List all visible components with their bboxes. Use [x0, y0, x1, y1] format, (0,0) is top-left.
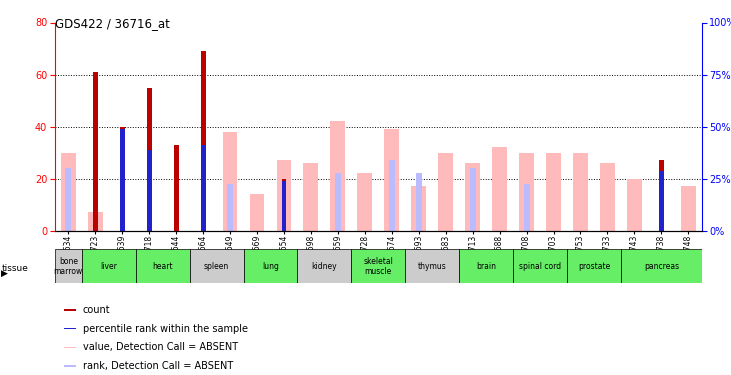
Bar	[416, 173, 422, 231]
Text: kidney: kidney	[311, 262, 337, 271]
Text: skeletal
muscle: skeletal muscle	[363, 257, 393, 276]
Bar	[627, 178, 642, 231]
Bar	[330, 122, 345, 231]
Bar	[243, 249, 298, 283]
Bar	[64, 346, 76, 348]
Bar	[64, 365, 76, 367]
Text: liver: liver	[100, 262, 117, 271]
Bar	[88, 212, 102, 231]
Text: heart: heart	[152, 262, 173, 271]
Bar	[465, 163, 480, 231]
Bar	[519, 153, 534, 231]
Bar	[681, 186, 696, 231]
Bar	[93, 72, 98, 231]
Bar	[439, 153, 453, 231]
Bar	[621, 249, 702, 283]
Bar	[492, 147, 507, 231]
Bar	[227, 184, 233, 231]
Text: tissue: tissue	[1, 264, 29, 273]
Bar	[82, 249, 136, 283]
Bar	[335, 173, 341, 231]
Bar	[298, 249, 352, 283]
Text: brain: brain	[476, 262, 496, 271]
Bar	[249, 194, 265, 231]
Bar	[567, 249, 621, 283]
Bar	[120, 129, 125, 231]
Text: bone
marrow: bone marrow	[53, 257, 83, 276]
Bar	[200, 145, 205, 231]
Bar	[281, 178, 287, 231]
Bar	[600, 163, 615, 231]
Bar	[147, 87, 151, 231]
Text: percentile rank within the sample: percentile rank within the sample	[83, 324, 248, 333]
Bar	[281, 181, 287, 231]
Text: lung: lung	[262, 262, 279, 271]
Text: spleen: spleen	[204, 262, 230, 271]
Bar	[120, 127, 125, 231]
Bar	[405, 249, 459, 283]
Bar	[659, 160, 664, 231]
Bar	[136, 249, 189, 283]
Bar	[385, 129, 399, 231]
Text: GDS422 / 36716_at: GDS422 / 36716_at	[55, 17, 170, 30]
Bar	[546, 153, 561, 231]
Text: value, Detection Call = ABSENT: value, Detection Call = ABSENT	[83, 342, 238, 352]
Text: rank, Detection Call = ABSENT: rank, Detection Call = ABSENT	[83, 361, 233, 371]
Bar	[412, 186, 426, 231]
Bar	[513, 249, 567, 283]
Bar	[389, 160, 395, 231]
Bar	[147, 150, 151, 231]
Bar	[64, 309, 76, 310]
Bar	[223, 132, 238, 231]
Text: prostate: prostate	[577, 262, 610, 271]
Bar	[200, 51, 205, 231]
Text: pancreas: pancreas	[644, 262, 679, 271]
Bar	[64, 328, 76, 329]
Bar	[352, 249, 405, 283]
Bar	[174, 145, 178, 231]
Bar	[523, 184, 529, 231]
Bar	[189, 249, 243, 283]
Bar	[470, 168, 476, 231]
Bar	[276, 160, 292, 231]
Text: ▶: ▶	[1, 269, 8, 278]
Bar	[357, 173, 372, 231]
Bar	[65, 168, 71, 231]
Bar	[61, 153, 76, 231]
Bar	[659, 171, 664, 231]
Text: count: count	[83, 305, 110, 315]
Bar	[459, 249, 513, 283]
Bar	[573, 153, 588, 231]
Bar	[55, 249, 82, 283]
Text: spinal cord: spinal cord	[519, 262, 561, 271]
Text: thymus: thymus	[418, 262, 447, 271]
Bar	[303, 163, 318, 231]
